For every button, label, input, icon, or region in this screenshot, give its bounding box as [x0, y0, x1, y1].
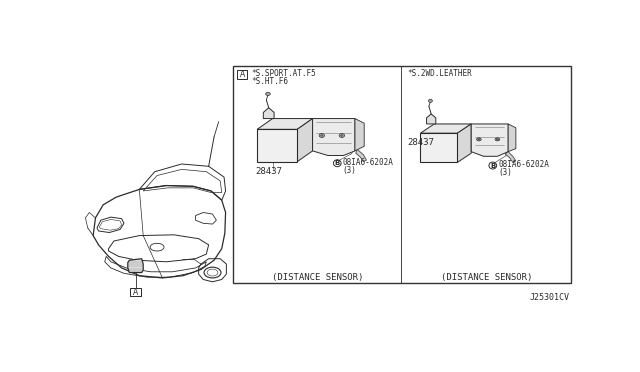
- Bar: [130, 288, 141, 296]
- Text: (DISTANCE SENSOR): (DISTANCE SENSOR): [271, 273, 363, 282]
- Ellipse shape: [340, 135, 343, 136]
- Ellipse shape: [333, 160, 341, 167]
- Text: 28437: 28437: [407, 138, 434, 147]
- Polygon shape: [458, 124, 471, 163]
- Text: (DISTANCE SENSOR): (DISTANCE SENSOR): [440, 273, 532, 282]
- Text: A: A: [239, 70, 244, 79]
- Polygon shape: [427, 114, 436, 124]
- Text: 08IA6-6202A: 08IA6-6202A: [342, 158, 394, 167]
- Bar: [237, 70, 247, 79]
- Text: *S.HT.F6: *S.HT.F6: [251, 77, 288, 86]
- Text: *S.SPORT.AT.F5: *S.SPORT.AT.F5: [251, 70, 316, 78]
- Ellipse shape: [495, 138, 500, 141]
- Text: *S.2WD.LEATHER: *S.2WD.LEATHER: [407, 70, 472, 78]
- Text: 28437: 28437: [255, 167, 282, 176]
- Ellipse shape: [321, 135, 323, 136]
- Polygon shape: [505, 152, 516, 163]
- Text: B: B: [335, 160, 340, 166]
- Polygon shape: [257, 119, 312, 129]
- Ellipse shape: [489, 162, 497, 169]
- Polygon shape: [355, 119, 364, 151]
- Polygon shape: [297, 119, 312, 162]
- Ellipse shape: [429, 99, 433, 102]
- Text: B: B: [490, 163, 495, 169]
- Polygon shape: [312, 119, 355, 155]
- Ellipse shape: [496, 139, 499, 140]
- Ellipse shape: [339, 134, 344, 137]
- Ellipse shape: [319, 134, 324, 137]
- Ellipse shape: [477, 138, 481, 141]
- Polygon shape: [128, 259, 143, 273]
- Bar: [234, 66, 572, 283]
- Ellipse shape: [478, 139, 480, 140]
- Bar: [257, 129, 297, 162]
- Text: A: A: [133, 288, 138, 297]
- Ellipse shape: [266, 92, 270, 96]
- Polygon shape: [263, 108, 274, 119]
- Text: J25301CV: J25301CV: [530, 293, 570, 302]
- Text: 08IA6-6202A: 08IA6-6202A: [498, 160, 549, 169]
- Polygon shape: [356, 150, 367, 162]
- Text: (3): (3): [498, 168, 512, 177]
- Polygon shape: [471, 124, 508, 156]
- Polygon shape: [508, 124, 516, 152]
- Bar: [420, 133, 458, 163]
- Polygon shape: [420, 124, 471, 133]
- Text: (3): (3): [342, 166, 356, 174]
